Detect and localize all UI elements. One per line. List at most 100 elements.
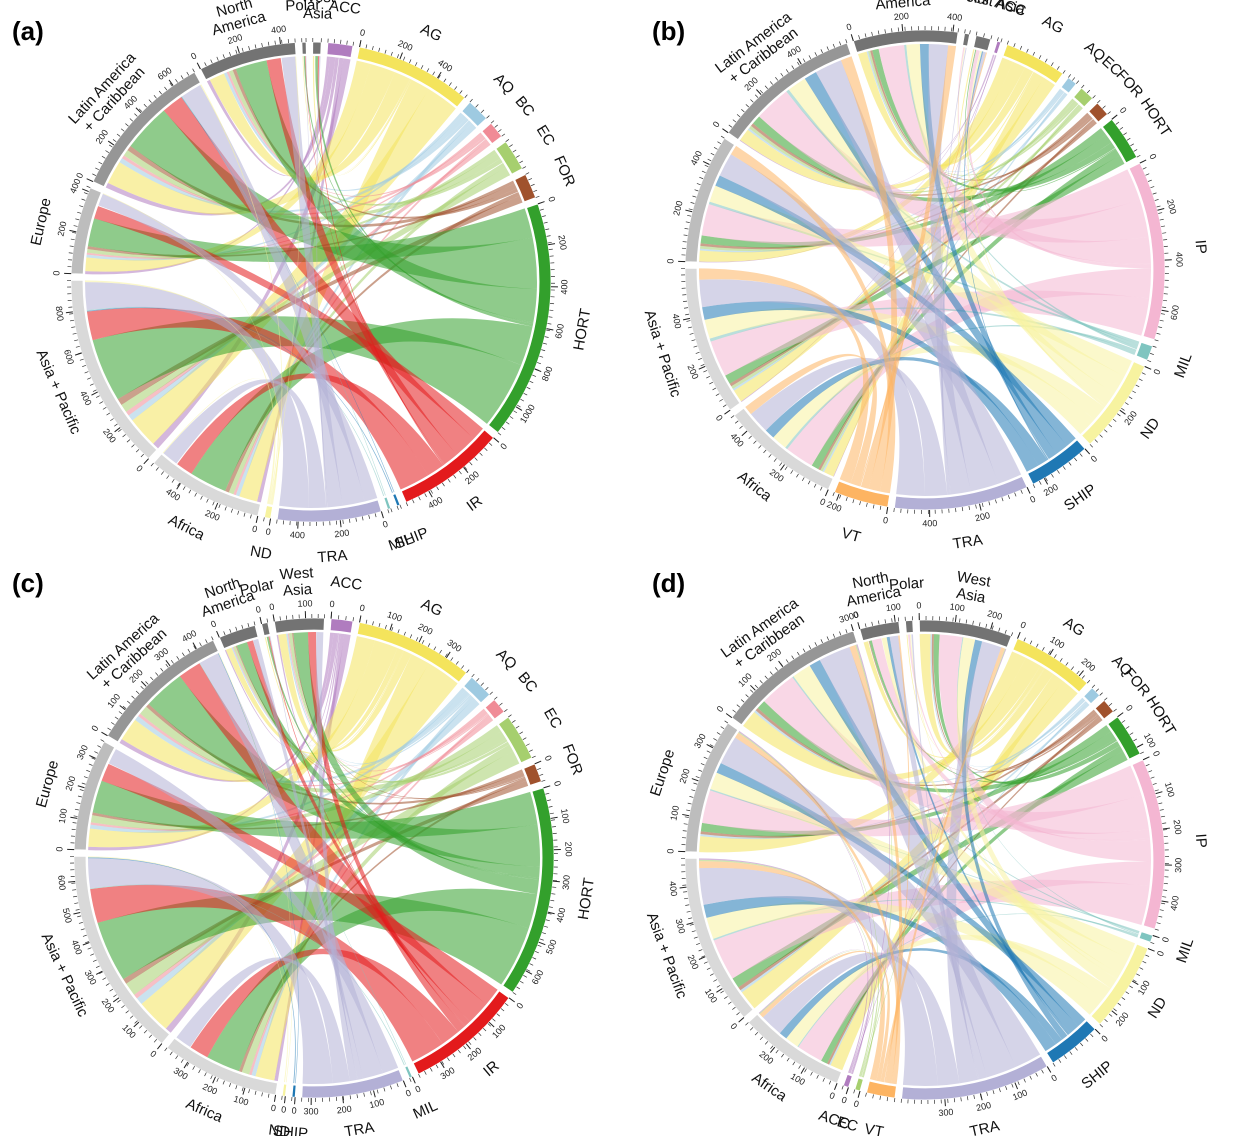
major-tick-mark xyxy=(463,466,469,474)
tick-mark xyxy=(241,47,244,52)
tick-mark xyxy=(797,61,800,66)
tick-mark xyxy=(421,640,425,644)
tick-mark xyxy=(508,714,512,718)
tick-mark xyxy=(539,208,544,211)
tick-label: 400 xyxy=(426,495,444,511)
tick-label: 0 xyxy=(1019,619,1027,630)
ribbon-tra-to-west-asia xyxy=(941,51,986,495)
tick-mark xyxy=(187,648,191,653)
tick-label: 0 xyxy=(498,441,509,451)
sector-arc-acc xyxy=(329,618,354,634)
tick-mark xyxy=(489,691,493,695)
tick-mark xyxy=(479,452,483,456)
tick-mark xyxy=(427,643,431,648)
ribbon-ir-to-asia-pacific xyxy=(86,307,429,490)
tick-mark xyxy=(748,435,752,439)
sector-label-polar: Polar xyxy=(955,0,992,9)
tick-mark xyxy=(515,155,520,158)
major-tick-mark xyxy=(1049,648,1054,656)
tick-mark xyxy=(759,89,764,94)
tick-label: 300 xyxy=(83,968,99,986)
tick-mark xyxy=(691,930,696,933)
tick-mark xyxy=(1150,186,1155,189)
tick-mark xyxy=(1052,1062,1056,1067)
tick-mark xyxy=(523,392,528,396)
ribbon-ag-to-africa xyxy=(255,654,429,1081)
tick-label: 200 xyxy=(64,775,78,792)
tick-mark xyxy=(745,694,749,698)
sector-tra: 0 200 400 TRA xyxy=(893,475,1037,553)
tick-mark xyxy=(998,1088,1001,1093)
tick-mark xyxy=(753,440,757,444)
tick-mark xyxy=(750,99,754,103)
tick-mark xyxy=(194,492,197,497)
major-tick-mark xyxy=(722,128,729,134)
sector-label-africa: Africa xyxy=(749,1069,791,1105)
tick-mark xyxy=(810,1071,813,1076)
tick-mark xyxy=(1159,809,1164,811)
tick-mark xyxy=(736,114,741,118)
sector-arc-polar xyxy=(962,32,971,47)
tick-mark xyxy=(509,416,514,419)
tick-mark xyxy=(1001,497,1004,502)
ribbons xyxy=(699,44,1151,496)
sector-arc-nd xyxy=(263,505,274,520)
tick-mark xyxy=(94,751,99,754)
tick-mark xyxy=(488,442,493,446)
tick-mark xyxy=(248,1089,250,1094)
ribbon-tra-to-north-america xyxy=(281,56,343,508)
major-tick-mark xyxy=(411,1076,416,1084)
tick-label: 100 xyxy=(1142,731,1158,749)
tick-mark xyxy=(720,135,725,139)
tick-mark xyxy=(519,731,524,735)
tick-mark xyxy=(281,1095,283,1100)
tick-label: 200 xyxy=(1165,198,1178,215)
tick-label: 0 xyxy=(1151,749,1162,758)
tick-mark xyxy=(1161,902,1166,905)
tick-label: 300 xyxy=(938,1107,954,1118)
sector-arc-vt xyxy=(866,1080,897,1099)
tick-mark xyxy=(1158,915,1163,918)
tick-mark xyxy=(893,507,895,513)
tick-mark xyxy=(399,504,402,509)
major-tick-mark xyxy=(1136,743,1144,748)
tick-mark xyxy=(164,86,168,91)
tick-mark xyxy=(1159,909,1164,911)
major-tick-mark xyxy=(192,642,197,650)
sector-label-hort: HORT xyxy=(1137,95,1174,140)
tick-mark xyxy=(1010,632,1014,637)
tick-mark xyxy=(792,1061,796,1066)
tick-mark xyxy=(92,173,97,176)
tick-mark xyxy=(1117,1002,1122,1006)
sector-arc-acc xyxy=(326,42,354,58)
major-tick-mark xyxy=(537,201,545,205)
tick-mark xyxy=(463,1045,467,1050)
tick-mark xyxy=(118,428,122,432)
sector-acc: 0 ACC xyxy=(329,573,363,634)
tick-mark xyxy=(455,661,459,665)
tick-mark xyxy=(707,158,712,162)
tick-label: 300 xyxy=(75,743,90,761)
sector-arc-west-asia xyxy=(918,619,1012,648)
sector-label-mil: MIL xyxy=(1171,351,1196,380)
tick-mark xyxy=(820,49,823,54)
tick-mark xyxy=(79,358,84,361)
major-tick-mark xyxy=(168,79,174,86)
tick-label: 400 xyxy=(68,177,83,195)
tick-label: 300 xyxy=(692,732,708,750)
tick-mark xyxy=(780,73,784,77)
tick-mark xyxy=(1115,121,1120,125)
tick-mark xyxy=(548,248,553,250)
major-tick-mark xyxy=(68,880,76,883)
tick-mark xyxy=(736,1012,740,1016)
panel-letter: (c) xyxy=(12,568,44,598)
tick-mark xyxy=(796,473,799,478)
tick-mark xyxy=(845,629,848,634)
tick-mark xyxy=(959,618,961,623)
tick-mark xyxy=(547,241,552,244)
sector-arc-europe xyxy=(70,187,102,275)
tick-mark xyxy=(706,376,710,379)
tick-mark xyxy=(450,657,454,661)
sector-arc-ir xyxy=(400,429,495,503)
